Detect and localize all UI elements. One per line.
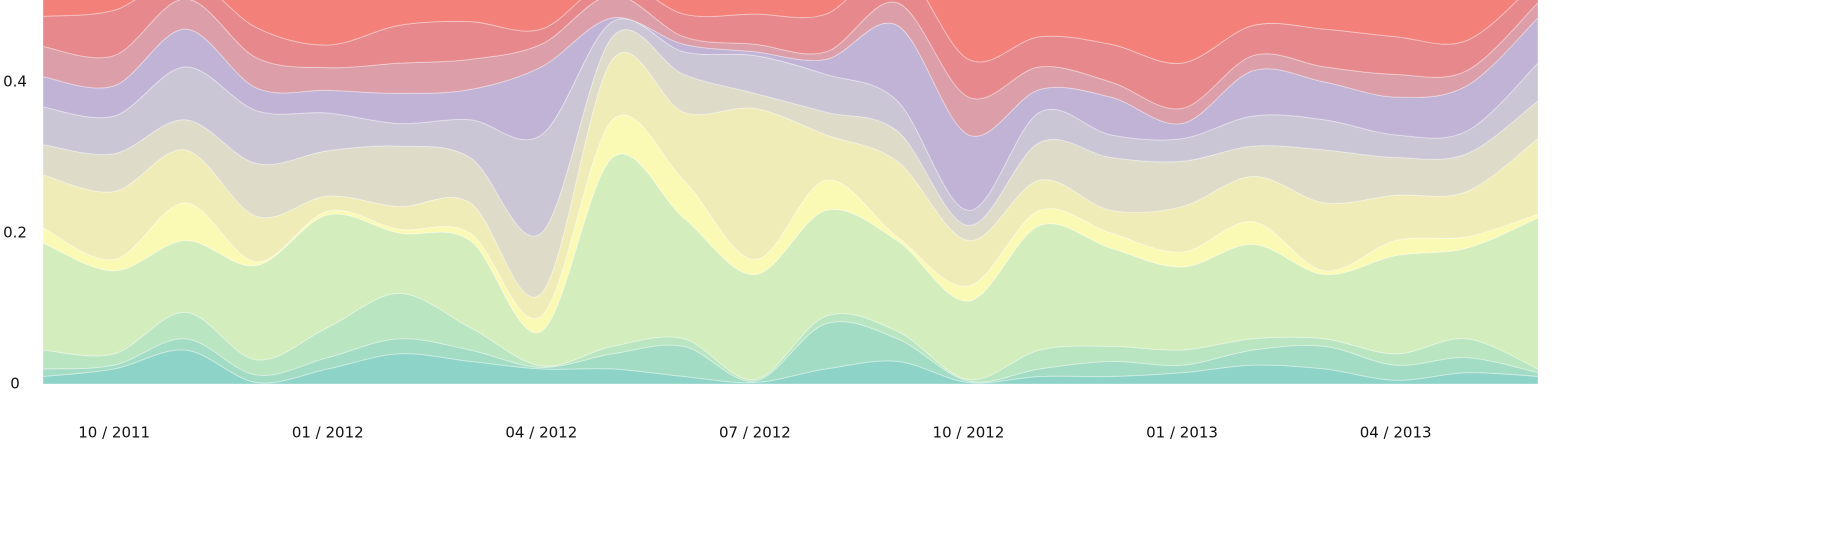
plot-area bbox=[43, 0, 1538, 385]
x-tick-label: 04 / 2013 bbox=[1360, 424, 1432, 442]
x-tick-label: 07 / 2012 bbox=[719, 424, 791, 442]
x-tick-label: 10 / 2012 bbox=[933, 424, 1005, 442]
y-tick-label: 0 bbox=[10, 375, 20, 393]
y-tick-label: 0.2 bbox=[3, 224, 27, 242]
x-tick-label: 04 / 2012 bbox=[505, 424, 577, 442]
y-tick-label: 0.4 bbox=[3, 73, 27, 91]
x-tick-label: 01 / 2012 bbox=[292, 424, 364, 442]
x-tick-label: 10 / 2011 bbox=[78, 424, 150, 442]
area bbox=[43, 0, 1519, 64]
x-tick-label: 01 / 2013 bbox=[1146, 424, 1218, 442]
area bbox=[43, 349, 1538, 385]
